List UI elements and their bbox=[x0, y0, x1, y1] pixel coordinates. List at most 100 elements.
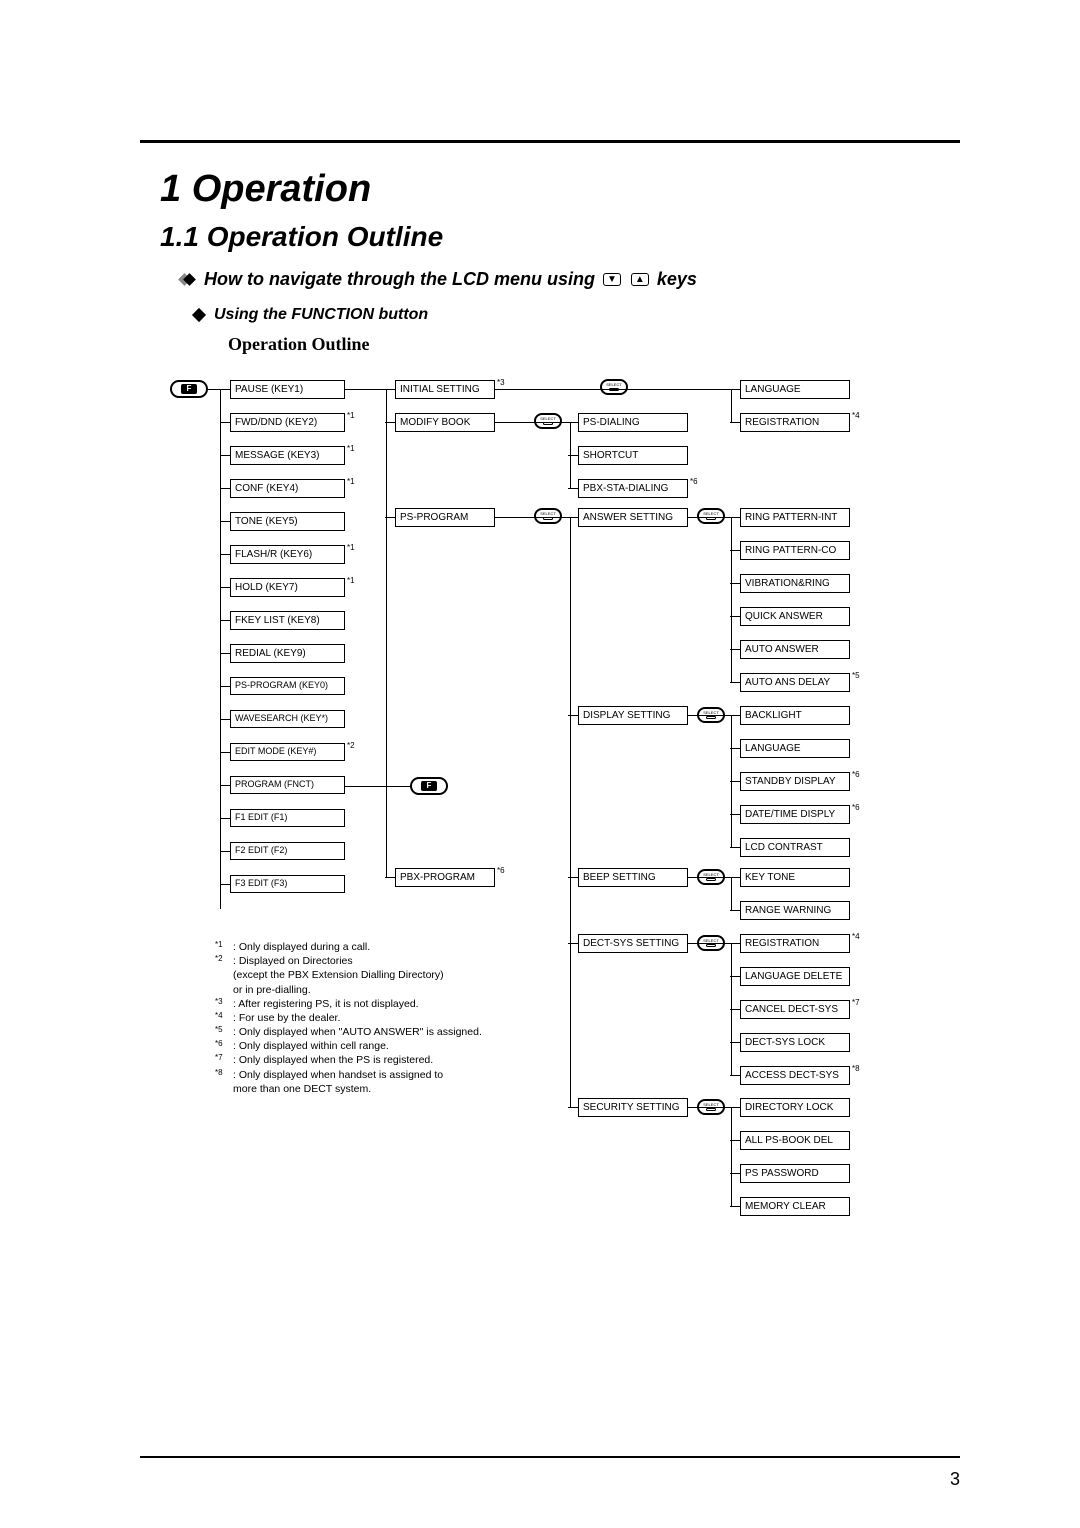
footnote-ref: *1 bbox=[347, 543, 355, 552]
menu-item: ALL PS-BOOK DEL bbox=[740, 1131, 850, 1150]
menu-item: RING PATTERN-CO bbox=[740, 541, 850, 560]
menu-item: MEMORY CLEAR bbox=[740, 1197, 850, 1216]
menu-item: REDIAL (KEY9) bbox=[230, 644, 345, 663]
menu-item: PS-PROGRAM bbox=[395, 508, 495, 527]
section-heading: 1.1 Operation Outline bbox=[160, 221, 960, 253]
menu-item: ANSWER SETTING bbox=[578, 508, 688, 527]
up-key-icon: ▲ bbox=[631, 273, 649, 286]
footnote-ref: *6 bbox=[852, 770, 860, 779]
footnote: *7: Only displayed when the PS is regist… bbox=[215, 1053, 555, 1067]
footnote-ref: *7 bbox=[852, 998, 860, 1007]
menu-item: KEY TONE bbox=[740, 868, 850, 887]
menu-item: PS PASSWORD bbox=[740, 1164, 850, 1183]
top-rule bbox=[140, 140, 960, 143]
menu-item: BEEP SETTING bbox=[578, 868, 688, 887]
footnote-ref: *3 bbox=[497, 378, 505, 387]
footnote-ref: *8 bbox=[852, 1064, 860, 1073]
menu-item: HOLD (KEY7) bbox=[230, 578, 345, 597]
diamond-icon bbox=[192, 308, 206, 322]
function-key-icon: F bbox=[170, 380, 208, 398]
footnote: *2: Displayed on Directories bbox=[215, 954, 555, 968]
menu-item: DECT-SYS LOCK bbox=[740, 1033, 850, 1052]
footnote-ref: *1 bbox=[347, 411, 355, 420]
select-icon bbox=[534, 508, 562, 524]
footnote-ref: *6 bbox=[497, 866, 505, 875]
diamonds-icon bbox=[180, 273, 198, 287]
footnote-ref: *4 bbox=[852, 932, 860, 941]
bottom-rule bbox=[140, 1456, 960, 1458]
footnote-ref: *5 bbox=[852, 671, 860, 680]
footnote-ref: *4 bbox=[852, 411, 860, 420]
menu-item: QUICK ANSWER bbox=[740, 607, 850, 626]
menu-item: SHORTCUT bbox=[578, 446, 688, 465]
sub1-text-prefix: How to navigate through the LCD menu usi… bbox=[204, 269, 595, 290]
menu-item: SECURITY SETTING bbox=[578, 1098, 688, 1117]
menu-item: ACCESS DECT-SYS bbox=[740, 1066, 850, 1085]
outline-title: Operation Outline bbox=[228, 334, 960, 355]
menu-item: PBX-PROGRAM bbox=[395, 868, 495, 887]
menu-item: LANGUAGE bbox=[740, 380, 850, 399]
menu-item: LCD CONTRAST bbox=[740, 838, 850, 857]
menu-item: DECT-SYS SETTING bbox=[578, 934, 688, 953]
menu-item: REGISTRATION bbox=[740, 934, 850, 953]
sub2-text: Using the FUNCTION button bbox=[214, 306, 428, 324]
subheading-nav: How to navigate through the LCD menu usi… bbox=[180, 269, 960, 290]
footnote-ref: *6 bbox=[852, 803, 860, 812]
footnote-ref: *1 bbox=[347, 444, 355, 453]
footnote: (except the PBX Extension Dialling Direc… bbox=[215, 968, 555, 982]
menu-item: PBX-STA-DIALING bbox=[578, 479, 688, 498]
select-icon bbox=[534, 413, 562, 429]
sub1-text-suffix: keys bbox=[657, 269, 697, 290]
menu-item: PS-DIALING bbox=[578, 413, 688, 432]
subheading-function: Using the FUNCTION button bbox=[194, 306, 960, 324]
down-key-icon: ▼ bbox=[603, 273, 621, 286]
page-number: 3 bbox=[950, 1469, 960, 1490]
menu-item: PS-PROGRAM (KEY0) bbox=[230, 677, 345, 695]
footnote: *4: For use by the dealer. bbox=[215, 1011, 555, 1025]
menu-item: FKEY LIST (KEY8) bbox=[230, 611, 345, 630]
menu-item: MESSAGE (KEY3) bbox=[230, 446, 345, 465]
footnote: or in pre-dialling. bbox=[215, 983, 555, 997]
menu-item: RANGE WARNING bbox=[740, 901, 850, 920]
menu-item: TONE (KEY5) bbox=[230, 512, 345, 531]
footnote: *6: Only displayed within cell range. bbox=[215, 1039, 555, 1053]
footnote-ref: *6 bbox=[690, 477, 698, 486]
menu-item: MODIFY BOOK bbox=[395, 413, 495, 432]
select-icon bbox=[600, 379, 628, 395]
menu-item: WAVESEARCH (KEY*) bbox=[230, 710, 345, 728]
menu-item: AUTO ANSWER bbox=[740, 640, 850, 659]
select-icon bbox=[697, 508, 725, 524]
menu-item: VIBRATION&RING bbox=[740, 574, 850, 593]
menu-tree-diagram: F F *1: Only displayed during a call.*2:… bbox=[160, 380, 960, 1260]
menu-item: CONF (KEY4) bbox=[230, 479, 345, 498]
menu-item: F3 EDIT (F3) bbox=[230, 875, 345, 893]
menu-item: LANGUAGE bbox=[740, 739, 850, 758]
menu-item: F2 EDIT (F2) bbox=[230, 842, 345, 860]
footnote: more than one DECT system. bbox=[215, 1082, 555, 1096]
footnote-ref: *1 bbox=[347, 576, 355, 585]
menu-item: AUTO ANS DELAY bbox=[740, 673, 850, 692]
menu-item: LANGUAGE DELETE bbox=[740, 967, 850, 986]
menu-item: DATE/TIME DISPLY bbox=[740, 805, 850, 824]
footnote: *1: Only displayed during a call. bbox=[215, 940, 555, 954]
footnote: *3: After registering PS, it is not disp… bbox=[215, 997, 555, 1011]
menu-item: EDIT MODE (KEY#) bbox=[230, 743, 345, 761]
menu-item: RING PATTERN-INT bbox=[740, 508, 850, 527]
menu-item: FWD/DND (KEY2) bbox=[230, 413, 345, 432]
chapter-heading: 1 Operation bbox=[160, 168, 960, 211]
menu-item: BACKLIGHT bbox=[740, 706, 850, 725]
footnote-ref: *2 bbox=[347, 741, 355, 750]
menu-item: FLASH/R (KEY6) bbox=[230, 545, 345, 564]
menu-item: DISPLAY SETTING bbox=[578, 706, 688, 725]
function-key-icon-2: F bbox=[410, 777, 448, 795]
menu-item: CANCEL DECT-SYS bbox=[740, 1000, 850, 1019]
menu-item: DIRECTORY LOCK bbox=[740, 1098, 850, 1117]
menu-item: F1 EDIT (F1) bbox=[230, 809, 345, 827]
footnote-ref: *1 bbox=[347, 477, 355, 486]
menu-item: PROGRAM (FNCT) bbox=[230, 776, 345, 794]
footnote: *5: Only displayed when "AUTO ANSWER" is… bbox=[215, 1025, 555, 1039]
menu-item: PAUSE (KEY1) bbox=[230, 380, 345, 399]
menu-item: STANDBY DISPLAY bbox=[740, 772, 850, 791]
menu-item: INITIAL SETTING bbox=[395, 380, 495, 399]
menu-item: REGISTRATION bbox=[740, 413, 850, 432]
